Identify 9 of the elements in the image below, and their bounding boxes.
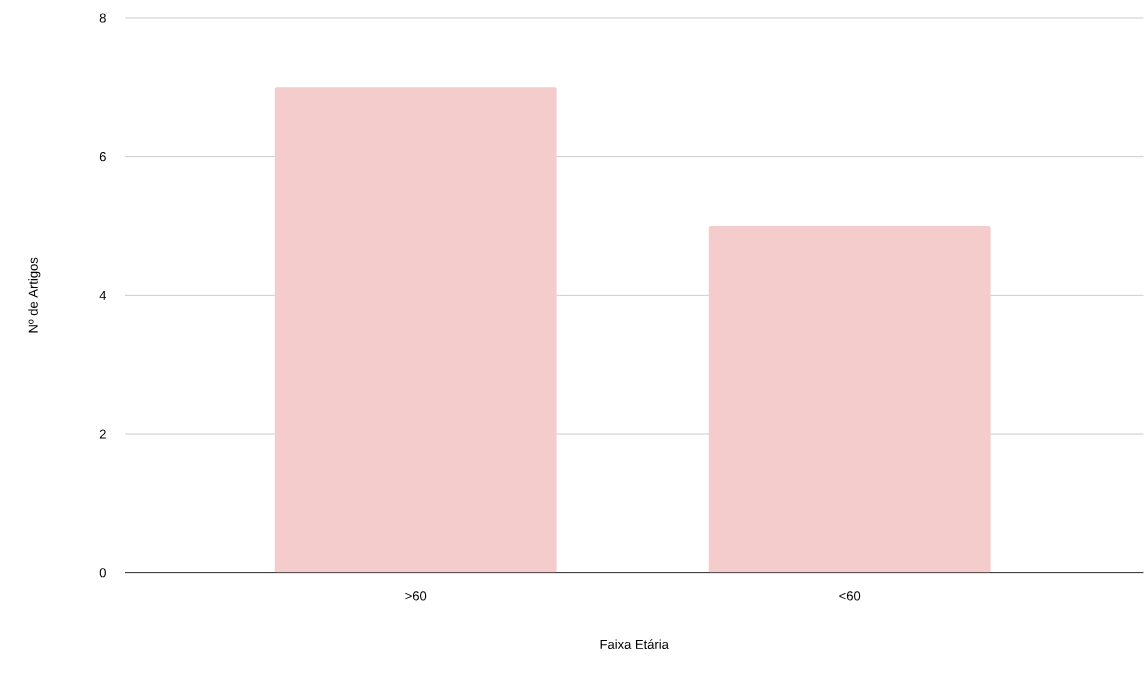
x-axis-title: Faixa Etária (600, 639, 669, 650)
y-tick-label: 0 (99, 568, 106, 578)
y-tick-label: 6 (99, 152, 106, 162)
x-tick-label: >60 (405, 591, 427, 601)
y-tick-label: 4 (99, 291, 107, 300)
y-axis-title: Nº de Artigos (28, 257, 41, 333)
x-tick-label: <60 (839, 591, 861, 601)
y-tick-label: 8 (99, 13, 106, 23)
y-tick-label: 2 (99, 429, 106, 439)
